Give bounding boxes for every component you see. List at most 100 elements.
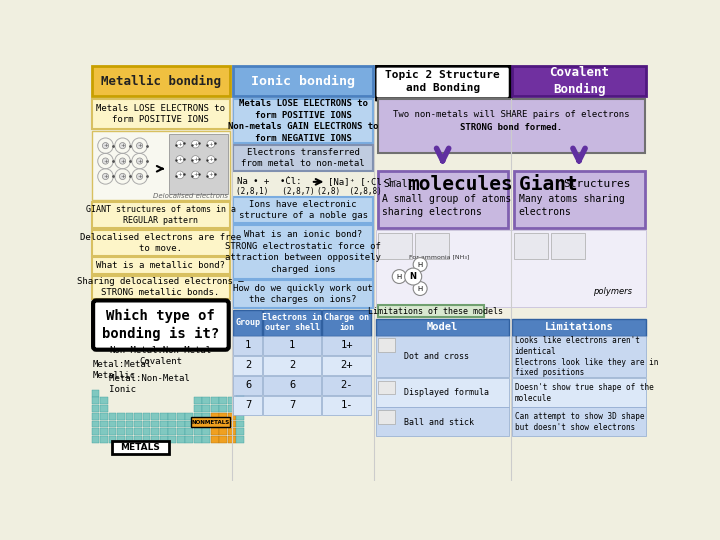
Circle shape: [207, 140, 215, 148]
Text: Topic 2 Structure
and Bonding: Topic 2 Structure and Bonding: [385, 70, 500, 93]
Text: Ball and stick: Ball and stick: [404, 417, 474, 427]
Bar: [185, 436, 193, 443]
Bar: [377, 305, 485, 318]
Text: +: +: [138, 159, 142, 164]
FancyBboxPatch shape: [93, 300, 229, 350]
Bar: [236, 405, 244, 412]
Bar: [233, 396, 262, 415]
Text: What is an ionic bond?
STRONG electrostatic force of
attraction between opposite: What is an ionic bond? STRONG electrosta…: [225, 230, 381, 274]
Bar: [191, 417, 230, 427]
Bar: [202, 397, 210, 404]
Text: +: +: [103, 159, 108, 164]
Text: For ammonia [NH₃]: For ammonia [NH₃]: [409, 255, 469, 260]
Bar: [169, 134, 228, 194]
Bar: [220, 421, 228, 428]
Bar: [185, 413, 193, 420]
Text: Non-Metal:Non-Metal
Covalent: Non-Metal:Non-Metal Covalent: [109, 346, 212, 366]
Bar: [376, 336, 509, 377]
Text: Electrons in
outer shell: Electrons in outer shell: [262, 313, 323, 333]
Bar: [228, 436, 235, 443]
Text: 1: 1: [245, 340, 251, 350]
Bar: [91, 276, 230, 299]
Bar: [233, 66, 373, 96]
Text: Covalent
Bonding: Covalent Bonding: [549, 66, 609, 96]
Text: [Na]⁺ [·Cl·]⁻: [Na]⁺ [·Cl·]⁻: [328, 177, 397, 186]
Bar: [202, 436, 210, 443]
Bar: [134, 436, 142, 443]
Bar: [91, 413, 99, 420]
Text: Many atoms sharing
electrons: Many atoms sharing electrons: [518, 194, 624, 217]
Text: Delocalised electrons: Delocalised electrons: [153, 193, 228, 199]
Text: Two non-metals will SHARE pairs of electrons: Two non-metals will SHARE pairs of elect…: [392, 110, 629, 119]
Bar: [185, 428, 193, 435]
Bar: [376, 319, 509, 336]
Bar: [160, 421, 168, 428]
Circle shape: [137, 143, 143, 148]
Bar: [233, 197, 373, 224]
Bar: [177, 413, 184, 420]
Text: STRONG bond formed.: STRONG bond formed.: [460, 124, 562, 132]
Bar: [109, 428, 117, 435]
Bar: [233, 336, 262, 355]
Bar: [236, 390, 244, 397]
Text: +: +: [138, 143, 142, 148]
Bar: [513, 408, 647, 436]
Bar: [194, 405, 202, 412]
Text: METALS: METALS: [120, 443, 161, 452]
Text: Small: Small: [384, 179, 419, 189]
Text: Delocalised electrons are free
to move.: Delocalised electrons are free to move.: [80, 233, 241, 253]
Bar: [100, 405, 108, 412]
Text: Ionic bonding: Ionic bonding: [251, 75, 355, 87]
Text: Ions have electronic
structure of a noble gas: Ions have electronic structure of a nobl…: [238, 200, 368, 220]
Bar: [100, 421, 108, 428]
Bar: [91, 257, 230, 274]
Bar: [211, 421, 219, 428]
Bar: [185, 421, 193, 428]
Bar: [126, 413, 133, 420]
Text: +: +: [120, 143, 125, 148]
Bar: [177, 428, 184, 435]
Text: +: +: [209, 141, 213, 146]
Text: +: +: [120, 159, 125, 164]
Circle shape: [392, 269, 406, 284]
Bar: [177, 436, 184, 443]
Bar: [263, 396, 321, 415]
Bar: [211, 413, 219, 420]
Bar: [233, 356, 262, 375]
Bar: [91, 428, 99, 435]
Bar: [202, 428, 210, 435]
Bar: [194, 397, 202, 404]
Text: molecules: molecules: [407, 174, 513, 194]
Bar: [91, 230, 230, 256]
Bar: [160, 436, 168, 443]
Bar: [236, 397, 244, 404]
Text: 2+: 2+: [341, 360, 353, 370]
Bar: [100, 397, 108, 404]
Bar: [377, 99, 645, 153]
Text: Limitations: Limitations: [544, 322, 613, 332]
Bar: [220, 405, 228, 412]
Bar: [100, 428, 108, 435]
Bar: [220, 436, 228, 443]
Text: Looks like electrons aren't
identical
Electrons look like they are in
fixed posi: Looks like electrons aren't identical El…: [515, 336, 658, 377]
Bar: [112, 441, 169, 455]
Bar: [263, 309, 321, 336]
Text: (2,8)  (2,8,8): (2,8) (2,8,8): [317, 187, 382, 197]
Circle shape: [207, 171, 215, 179]
Text: +: +: [193, 172, 198, 178]
Bar: [376, 408, 509, 436]
Circle shape: [102, 158, 109, 164]
Circle shape: [207, 156, 215, 164]
Bar: [177, 421, 184, 428]
Text: Metal:Metal
Metallic: Metal:Metal Metallic: [93, 360, 152, 380]
Bar: [263, 356, 321, 375]
Text: Sharing delocalised electrons –
STRONG metallic bonds.: Sharing delocalised electrons – STRONG m…: [77, 277, 244, 298]
Bar: [91, 405, 99, 412]
Bar: [211, 405, 219, 412]
Circle shape: [137, 173, 143, 179]
Bar: [91, 436, 99, 443]
Text: Can attempt to show 3D shape
but doesn't show electrons: Can attempt to show 3D shape but doesn't…: [515, 412, 644, 432]
Bar: [233, 145, 373, 171]
Text: Giant: Giant: [518, 174, 589, 194]
Circle shape: [102, 173, 109, 179]
